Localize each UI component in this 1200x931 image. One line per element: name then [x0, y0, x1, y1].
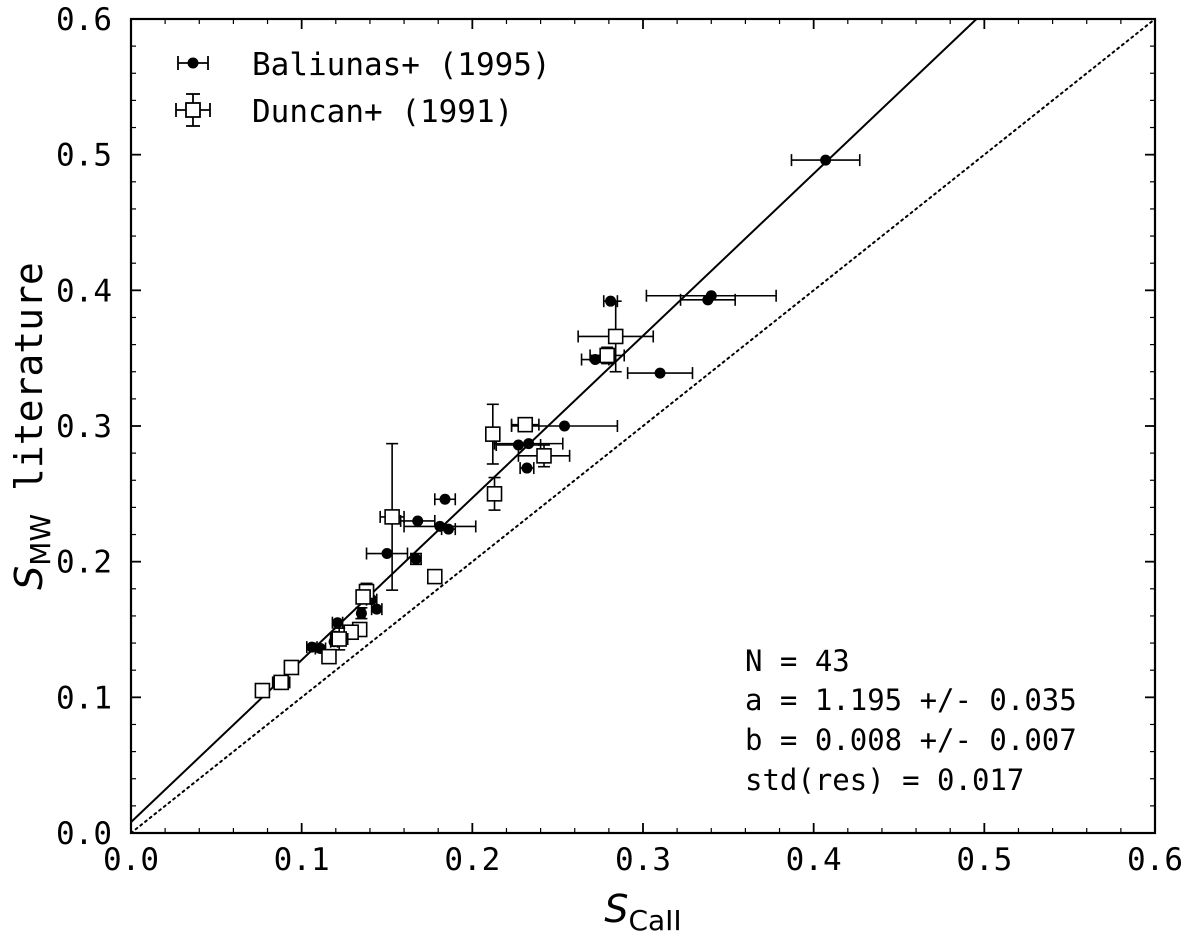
point-marker	[442, 523, 454, 535]
point-marker	[820, 154, 832, 166]
plot-frame	[129, 17, 1157, 835]
point-marker	[355, 607, 367, 619]
data-point	[410, 552, 423, 566]
point-marker	[331, 631, 348, 647]
data-marks	[254, 154, 861, 699]
series-baliunas	[305, 154, 861, 655]
data-point	[577, 300, 655, 373]
data-point	[589, 346, 626, 365]
data-point	[271, 674, 291, 691]
annotation-slope: a = 1.195 +/- 0.035	[745, 683, 1077, 717]
annotation-intercept: b = 0.008 +/- 0.007	[745, 723, 1077, 757]
identity-line	[130, 18, 1156, 834]
data-point	[379, 442, 405, 591]
point-marker	[283, 659, 300, 676]
data-point	[399, 514, 436, 527]
y-tick-label: 0.3	[56, 409, 112, 445]
point-marker	[355, 589, 371, 605]
point-marker	[517, 416, 534, 433]
data-point	[486, 476, 503, 511]
legend: Baliunas+ (1995) Duncan+ (1991)	[175, 47, 551, 130]
legend-entry-baliunas: Baliunas+ (1995)	[252, 47, 551, 83]
data-point	[679, 293, 736, 306]
fit-stats: N = 43 a = 1.195 +/- 0.035 b = 0.008 +/-…	[745, 644, 1077, 797]
data-point	[321, 648, 337, 665]
point-marker	[321, 648, 337, 665]
data-point	[426, 568, 443, 585]
data-point	[493, 437, 564, 450]
y-axis-label: SMW literature	[7, 262, 57, 590]
data-point	[370, 603, 383, 616]
data-point	[365, 547, 409, 560]
x-tick-label: 0.5	[956, 842, 1012, 878]
data-point	[519, 462, 535, 475]
x-axis-label-sub: CaII	[628, 904, 681, 931]
point-marker	[412, 515, 424, 527]
legend-marker-baliunas	[177, 56, 209, 70]
data-point	[440, 523, 457, 536]
point-marker	[654, 367, 666, 379]
point-marker	[558, 420, 570, 432]
data-point	[510, 416, 540, 433]
data-point	[517, 444, 571, 468]
annotation-std: std(res) = 0.017	[745, 763, 1024, 797]
point-marker	[254, 682, 271, 699]
data-point	[254, 682, 271, 699]
y-axis-label-main: S	[7, 566, 51, 590]
x-tick-label: 0.2	[444, 842, 500, 878]
x-tick-label: 0.6	[1127, 842, 1183, 878]
point-marker	[607, 328, 624, 345]
legend-entry-duncan: Duncan+ (1991)	[252, 94, 513, 130]
y-tick-label: 0.1	[56, 680, 112, 716]
point-marker	[426, 568, 443, 585]
series-duncan	[254, 300, 655, 699]
y-tick-label: 0.0	[56, 816, 112, 852]
y-tick-label: 0.4	[56, 273, 112, 309]
y-tick-label: 0.6	[56, 2, 112, 38]
data-point	[355, 606, 368, 620]
y-axis-label-sub: MW	[24, 514, 57, 566]
point-marker	[381, 548, 393, 560]
data-point	[485, 403, 501, 465]
point-marker	[521, 462, 533, 474]
data-point	[433, 493, 457, 506]
data-point	[331, 616, 344, 629]
point-marker	[486, 486, 503, 502]
point-marker	[702, 294, 714, 306]
point-marker	[512, 439, 524, 451]
point-marker	[523, 438, 535, 450]
point-marker	[410, 553, 422, 565]
data-point	[283, 659, 300, 676]
x-tick-label: 0.4	[786, 842, 842, 878]
point-marker	[485, 426, 501, 442]
x-axis-label-main: S	[604, 887, 628, 931]
data-point	[329, 627, 349, 651]
point-marker	[599, 347, 615, 364]
y-tick-label: 0.5	[56, 138, 112, 174]
point-marker	[589, 354, 601, 366]
tick-labels: 0.0 0.1 0.2 0.3 0.4 0.5 0.6 0.0 0.1 0.2 0.3 0.4 0.5 0…	[56, 2, 1183, 878]
x-axis-label: SCaII	[604, 887, 681, 931]
y-axis-label-group: SMW literature	[7, 262, 57, 590]
data-point	[790, 154, 861, 167]
y-axis-label-suffix: literature	[7, 262, 51, 514]
point-marker	[273, 674, 289, 691]
point-marker	[439, 493, 451, 505]
y-tick-label: 0.2	[56, 545, 112, 581]
data-point	[626, 367, 694, 380]
point-marker	[384, 509, 400, 525]
data-point	[355, 589, 371, 605]
legend-marker-duncan	[175, 93, 211, 127]
x-tick-label: 0.0	[103, 842, 159, 878]
point-marker	[371, 603, 383, 615]
x-tick-label: 0.3	[615, 842, 671, 878]
annotation-n: N = 43	[745, 644, 850, 678]
point-marker	[536, 448, 552, 464]
point-marker	[332, 617, 344, 629]
x-tick-label: 0.1	[274, 842, 330, 878]
